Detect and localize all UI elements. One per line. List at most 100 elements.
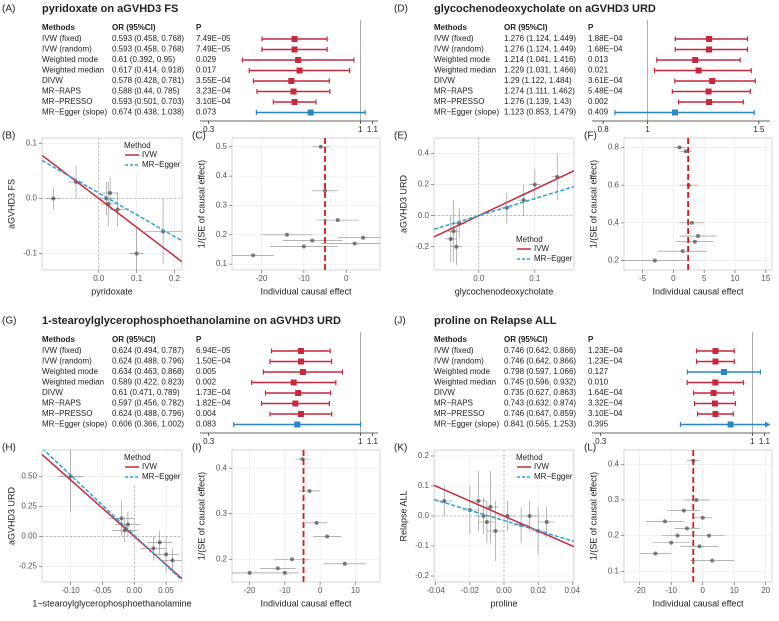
point: [119, 516, 124, 521]
point: [700, 515, 705, 520]
column-header: Methods: [434, 335, 467, 344]
or-ci: 0.743 (0.632, 0.874): [504, 399, 576, 408]
p-value: 3.23E−04: [196, 87, 231, 96]
y-tick-label: 0.4: [608, 459, 620, 468]
point: [301, 244, 306, 249]
or-ci: 0.746 (0.647, 0.859): [504, 409, 576, 418]
legend-label: IVW: [534, 244, 550, 253]
estimate: [671, 109, 678, 116]
x-tick-label: 0.8: [598, 125, 610, 134]
panel-label: (K): [394, 443, 407, 454]
or-ci: 0.674 (0.438, 1.038): [112, 108, 184, 117]
x-tick-label: -10: [665, 586, 677, 595]
panel-label: (E): [394, 131, 407, 142]
method-name: MR−PRESSO: [434, 97, 484, 106]
method-name: Weighted median: [42, 378, 104, 387]
point: [707, 533, 712, 538]
or-ci: 0.593 (0.501, 0.703): [112, 97, 184, 106]
or-ci: 0.624 (0.494, 0.787): [112, 346, 184, 355]
method-name: MR−PRESSO: [42, 409, 92, 418]
legend-title: Method: [124, 141, 151, 150]
or-ci: 0.617 (0.414, 0.918): [112, 66, 184, 75]
estimate: [291, 36, 298, 42]
or-ci: 0.593 (0.458, 0.768): [112, 34, 184, 43]
estimate: [294, 421, 301, 428]
x-tick-label: -20: [244, 586, 256, 595]
method-name: MR−Egger (slope): [434, 108, 499, 117]
or-ci: 1.276 (1.124, 1.449): [504, 45, 576, 54]
fit-line: [434, 170, 574, 238]
x-tick-label: 1: [645, 125, 650, 134]
p-value: 1.88E−04: [588, 34, 623, 43]
x-tick-label: -10: [298, 274, 310, 283]
point: [696, 234, 700, 239]
point: [282, 570, 287, 575]
p-value: 0.010: [588, 378, 609, 387]
y-tick-label: 0.2: [418, 451, 430, 460]
point: [684, 526, 689, 531]
column-header: Methods: [42, 23, 75, 32]
method-name: MR−RAPS: [434, 87, 473, 96]
x-tick-label: 10: [730, 586, 739, 595]
column-header: OR (95%CI): [504, 335, 548, 344]
plot-content: [42, 450, 182, 582]
point: [484, 520, 489, 524]
x-tick-label: 1.1: [367, 437, 379, 446]
or-ci: 0.745 (0.596, 0.932): [504, 378, 576, 387]
x-tick-label: 0: [344, 274, 349, 283]
p-value: 1.64E−04: [588, 388, 623, 397]
p-value: 0.409: [588, 108, 609, 117]
column-header: OR (95%CI): [504, 23, 548, 32]
y-axis-label: aGVHD3 URD: [6, 486, 16, 545]
or-ci: 1.229 (1.031, 1.466): [504, 66, 576, 75]
or-ci: 0.624 (0.488, 0.796): [112, 357, 184, 366]
or-ci: 0.798 (0.597, 1.066): [504, 367, 576, 376]
point: [51, 196, 56, 201]
estimate: [695, 67, 702, 74]
fit-line: [42, 454, 182, 580]
estimate: [297, 358, 304, 365]
panel-label: (L): [584, 443, 596, 454]
point: [151, 546, 156, 551]
point: [314, 520, 319, 525]
x-tick-label: 0.3: [203, 437, 215, 446]
legend-label: IVW: [534, 462, 550, 471]
point: [361, 235, 366, 240]
y-tick-label: 0.2: [608, 531, 620, 540]
y-tick-label: 0.6: [608, 180, 620, 189]
point: [115, 207, 120, 212]
or-ci: 1.276 (1.139, 1.43): [504, 97, 572, 106]
or-ci: 0.597 (0.456, 0.782): [112, 399, 184, 408]
estimate: [710, 390, 717, 396]
p-value: 3.10E−04: [588, 409, 623, 418]
point: [251, 253, 256, 258]
estimate: [288, 78, 295, 84]
y-axis-label: aGVHD3 FS: [6, 179, 16, 229]
x-tick-label: 1.5: [753, 125, 765, 134]
y-tick-label: 0.4: [216, 463, 228, 472]
y-tick-label: 0.50: [21, 472, 37, 481]
point: [697, 544, 702, 549]
method-name: MR−RAPS: [42, 87, 81, 96]
x-tick-label: 10: [351, 586, 360, 595]
estimate: [712, 358, 719, 365]
point: [318, 144, 323, 149]
estimate: [295, 390, 302, 396]
x-tick-label: 0.3: [203, 125, 215, 134]
panel-label: (C): [192, 131, 206, 142]
column-header: OR (95%CI): [112, 335, 156, 344]
plot-content: [232, 138, 380, 270]
y-tick-label: 0.25: [21, 502, 37, 511]
panel-title: 1-stearoylglycerophosphoethanolamine on …: [42, 315, 341, 327]
fit-line: [42, 450, 182, 581]
y-tick-label: 0.1: [216, 259, 228, 268]
p-value: 0.005: [196, 367, 217, 376]
y-axis-label: 1/(SE of causal effect): [588, 160, 598, 248]
or-ci: 0.589 (0.422, 0.823): [112, 378, 184, 387]
p-value: 1.68E−04: [588, 45, 623, 54]
x-tick-label: 0: [671, 274, 676, 283]
x-tick-label: -20: [634, 586, 646, 595]
x-tick-label: 0.1: [529, 274, 541, 283]
point: [481, 514, 486, 518]
panel-label: (F): [584, 131, 597, 142]
